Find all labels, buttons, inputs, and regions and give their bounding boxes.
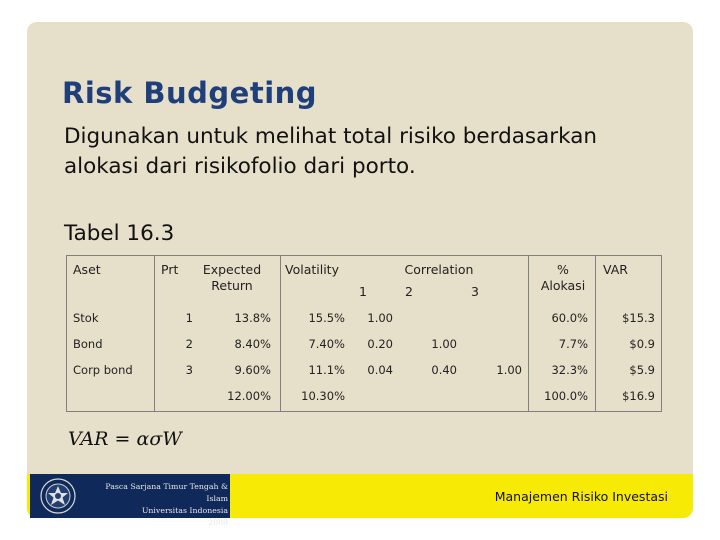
header-aset: Aset <box>73 262 101 277</box>
cell-volatility: 7.40% <box>308 337 345 351</box>
total-volatility: 10.30% <box>301 389 345 403</box>
formula-rhs: ασW <box>136 428 182 450</box>
table-caption: Tabel 16.3 <box>64 221 175 246</box>
cell-var: $0.9 <box>629 337 655 351</box>
grid-line <box>528 256 529 411</box>
risk-budget-table: Aset Prt Expected Return Volatility Corr… <box>66 255 662 412</box>
cell-corr-1: 0.04 <box>367 363 393 377</box>
var-formula: VAR = ασW <box>68 428 182 450</box>
grid-line <box>154 256 155 411</box>
grid-line <box>595 256 596 411</box>
cell-expected-return: 13.8% <box>234 311 271 325</box>
cell-aset: Stok <box>73 311 99 325</box>
header-expected-return: Expected Return <box>202 262 262 293</box>
header-var: VAR <box>603 262 628 277</box>
cell-corr-2: 0.40 <box>431 363 457 377</box>
cell-aset: Bond <box>73 337 103 351</box>
cell-corr-1: 1.00 <box>367 311 393 325</box>
header-prt: Prt <box>161 262 179 277</box>
lead-text: Digunakan untuk melihat total risiko ber… <box>64 124 597 179</box>
cell-aset: Corp bond <box>73 363 133 377</box>
header-volatility: Volatility <box>285 262 339 277</box>
cell-alokasi: 7.7% <box>558 337 588 351</box>
footer-line: Universitas Indonesia <box>141 506 228 515</box>
cell-alokasi: 60.0% <box>551 311 588 325</box>
header-corr-2: 2 <box>405 284 413 299</box>
header-correlation: Correlation <box>404 262 474 277</box>
total-alokasi: 100.0% <box>544 389 588 403</box>
header-corr-1: 1 <box>359 284 367 299</box>
header-alokasi: % Alokasi <box>540 262 586 293</box>
cell-prt: 1 <box>185 311 193 325</box>
cell-var: $5.9 <box>629 363 655 377</box>
footer-line: Pasca Sarjana Timur Tengah & Islam <box>105 482 228 503</box>
formula-lhs: VAR <box>68 428 109 450</box>
grid-line <box>280 256 281 411</box>
cell-prt: 2 <box>185 337 193 351</box>
cell-expected-return: 8.40% <box>234 337 271 351</box>
cell-volatility: 15.5% <box>308 311 345 325</box>
footer-line: 2009 <box>208 518 228 527</box>
formula-equals: = <box>114 428 131 450</box>
university-logo-icon <box>40 478 76 514</box>
cell-corr-3: 1.00 <box>496 363 522 377</box>
header-corr-3: 3 <box>471 284 479 299</box>
cell-volatility: 11.1% <box>308 363 345 377</box>
slide-title: Risk Budgeting <box>62 76 318 110</box>
total-expected-return: 12.00% <box>227 389 271 403</box>
cell-prt: 3 <box>185 363 193 377</box>
slide-panel <box>27 22 693 518</box>
cell-alokasi: 32.3% <box>551 363 588 377</box>
cell-corr-2: 1.00 <box>431 337 457 351</box>
cell-var: $15.3 <box>622 311 655 325</box>
footer-institution-text: Pasca Sarjana Timur Tengah & Islam Unive… <box>82 481 228 529</box>
cell-expected-return: 9.60% <box>234 363 271 377</box>
cell-corr-1: 0.20 <box>367 337 393 351</box>
total-var: $16.9 <box>622 389 655 403</box>
footer-course-title: Manajemen Risiko Investasi <box>494 489 668 504</box>
